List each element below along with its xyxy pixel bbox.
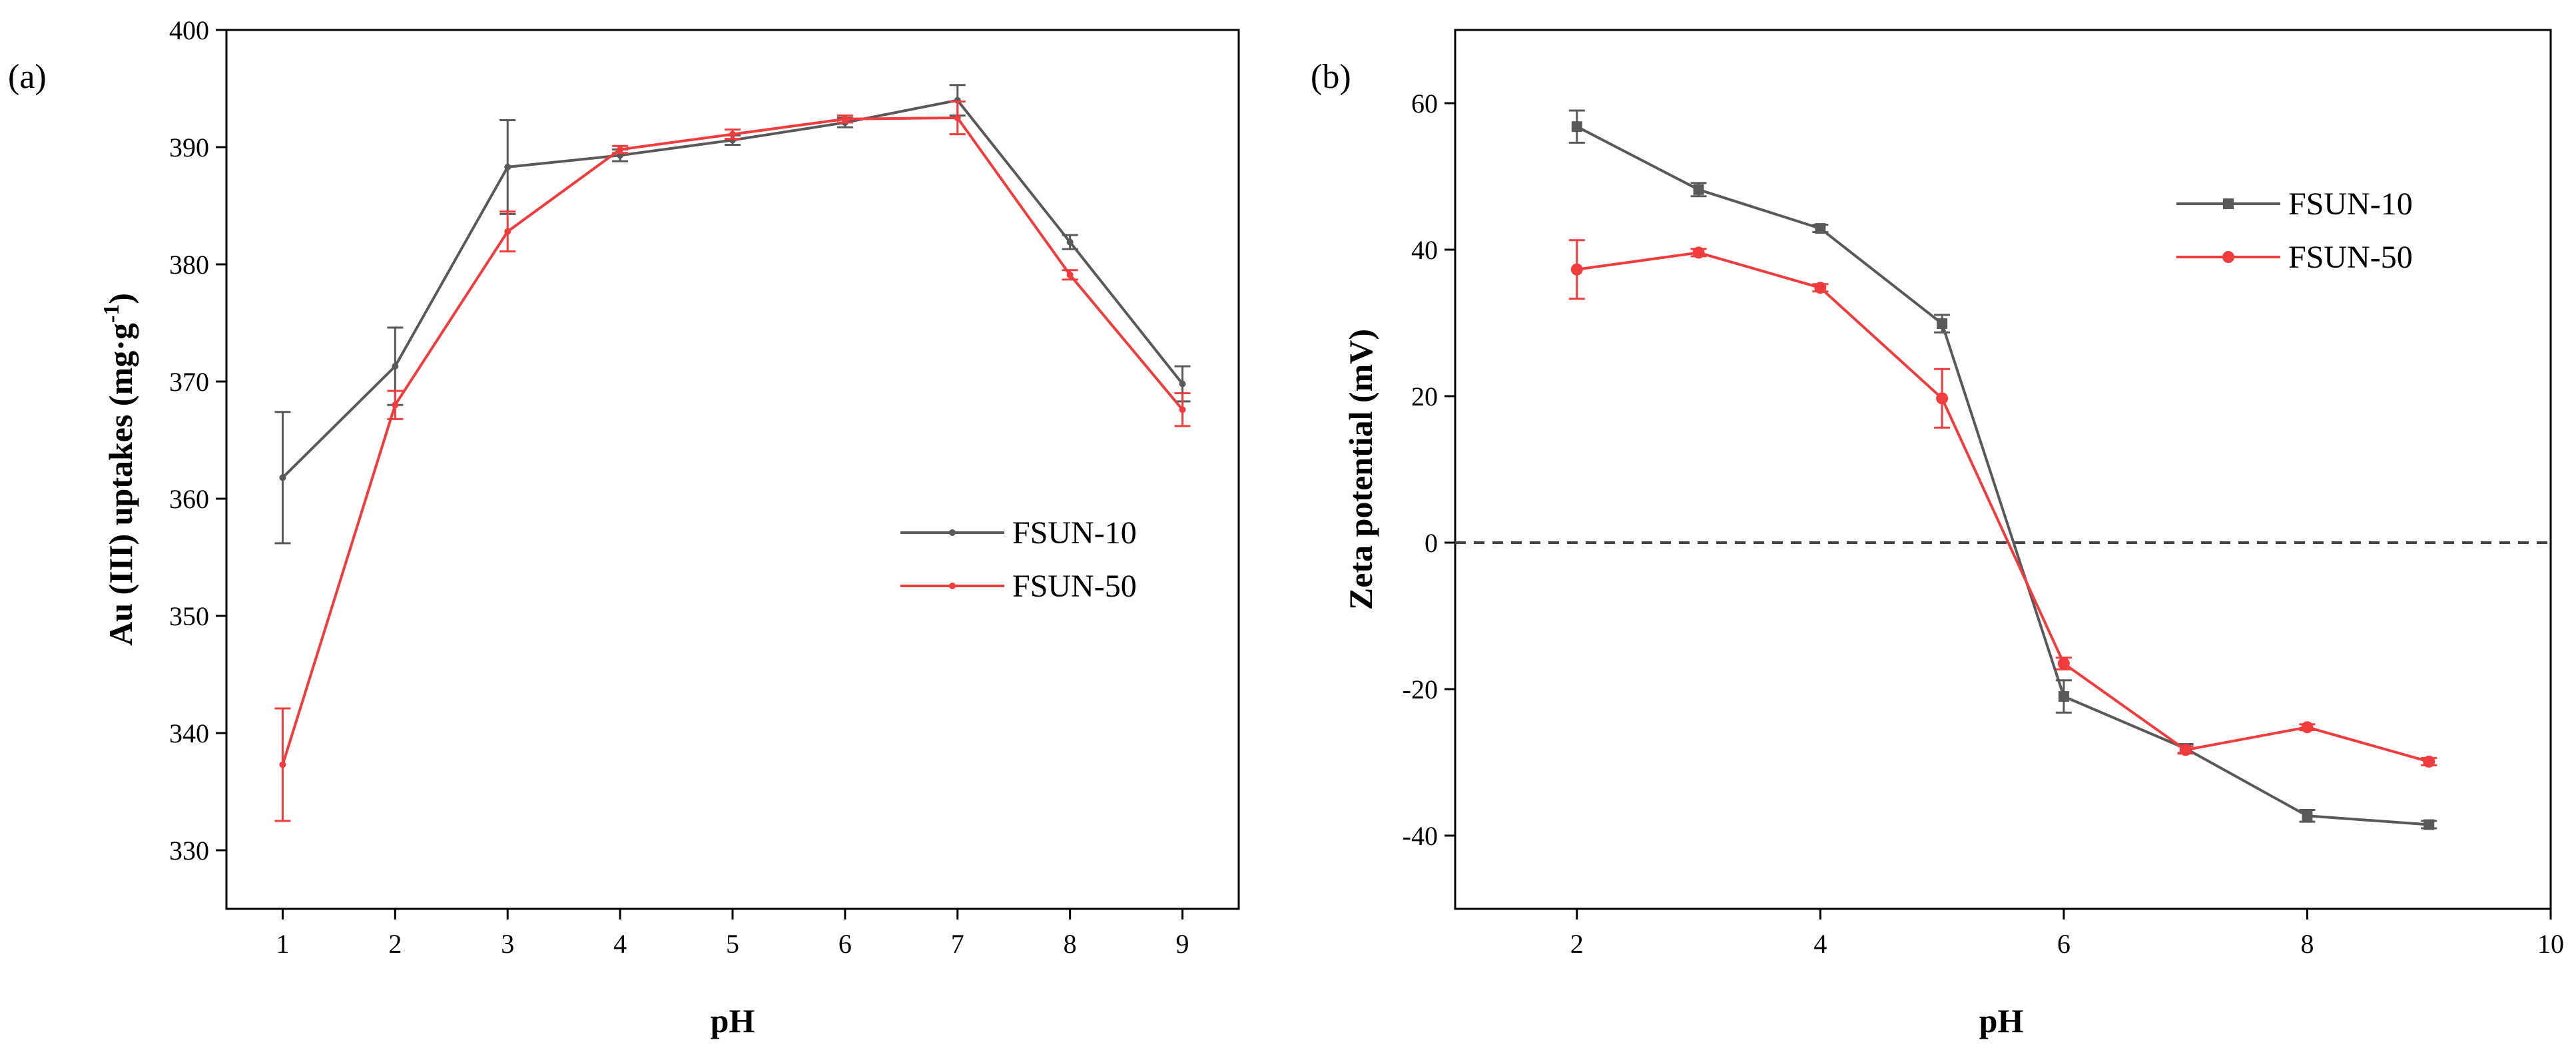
fsun-10-line — [282, 99, 1184, 479]
y-tick-label: 380 — [169, 250, 209, 280]
panel-b-y-axis: -40 -20 0 20 40 60 — [1403, 89, 1455, 851]
fsun-50-line — [1576, 251, 2429, 763]
panel-a-plot-frame — [225, 29, 1240, 910]
fsun-50-point — [1814, 282, 1827, 294]
y-tick-label: 360 — [169, 484, 209, 514]
x-tick-label: 7 — [951, 929, 964, 959]
legend-b-fsun50-label: FSUN-50 — [2288, 240, 2413, 275]
panel-a-x-label: pH — [711, 1002, 755, 1039]
y-tick-label: -20 — [1403, 674, 1438, 704]
fsun-50-point — [729, 131, 736, 138]
legend-b-fsun50-marker — [2222, 251, 2234, 263]
fsun-10-point — [504, 163, 511, 170]
x-tick-label: 3 — [501, 929, 514, 959]
fsun-10-point — [1571, 121, 1582, 132]
panel-a-y-axis: 330 340 350 360 370 380 390 400 — [169, 15, 226, 866]
fsun-50-point — [1936, 392, 1949, 405]
fsun-10-point — [2302, 810, 2313, 822]
x-tick-label: 5 — [726, 929, 739, 959]
x-tick-label: 4 — [1813, 929, 1827, 959]
fsun-50-point — [2301, 721, 2314, 734]
panel-a-x-axis: 1 2 3 4 5 6 7 8 9 — [276, 909, 1189, 959]
panel-b-series — [1568, 109, 2437, 830]
legend-b-fsun10-marker — [2223, 198, 2234, 209]
fsun-10-point — [1179, 380, 1186, 388]
panel-b-y-label: Zeta potential (mV) — [1342, 329, 1379, 610]
x-tick-label: 10 — [2537, 929, 2564, 959]
fsun-10-point — [1066, 238, 1074, 246]
y-tick-label: 400 — [169, 15, 209, 45]
y-tick-label: 390 — [169, 132, 209, 162]
fsun-10-point — [279, 474, 286, 481]
fsun-10-point — [2423, 819, 2435, 830]
fsun-50-point — [841, 115, 848, 123]
x-tick-label: 8 — [2300, 929, 2314, 959]
x-tick-label: 9 — [1176, 929, 1189, 959]
y-tick-label: 370 — [169, 367, 209, 397]
fsun-10-point — [1693, 184, 1704, 195]
fsun-50-point — [1692, 246, 1705, 259]
x-tick-label: 2 — [1570, 929, 1584, 959]
y-tick-label: 40 — [1411, 235, 1438, 265]
y-tick-label: 350 — [169, 601, 209, 631]
fsun-50-point — [279, 761, 286, 768]
fsun-50-point — [954, 115, 961, 121]
y-tick-label: -40 — [1403, 821, 1438, 851]
panel-a-series — [274, 84, 1191, 822]
y-tick-label: 0 — [1425, 528, 1438, 558]
panel-b-legend: FSUN-10 FSUN-50 — [2176, 186, 2413, 275]
y-tick-label: 20 — [1411, 382, 1438, 411]
panel-a-legend: FSUN-10 FSUN-50 — [900, 515, 1137, 604]
legend-a-fsun10-marker — [949, 529, 956, 536]
x-tick-label: 4 — [613, 929, 627, 959]
y-tick-label: 340 — [169, 718, 209, 748]
legend-b-fsun10-label: FSUN-10 — [2288, 186, 2413, 222]
fsun-50-point — [504, 228, 511, 235]
fsun-50-point — [1066, 271, 1074, 278]
panel-b-plot-frame — [1454, 29, 2552, 910]
panel-a-label: (a) — [8, 58, 47, 96]
x-tick-label: 8 — [1064, 929, 1077, 959]
legend-a-fsun10-label: FSUN-10 — [1012, 515, 1137, 551]
x-tick-label: 6 — [838, 929, 852, 959]
x-tick-label: 1 — [276, 929, 289, 959]
fsun-10-line — [1576, 125, 2429, 826]
fsun-50-point — [2179, 744, 2192, 756]
legend-a-fsun50-label: FSUN-50 — [1012, 569, 1137, 604]
panel-b-label: (b) — [1311, 58, 1351, 96]
fsun-50-point — [1179, 406, 1186, 413]
fsun-50-point — [392, 401, 399, 409]
fsun-10-point — [2058, 691, 2069, 702]
fsun-10-point — [1937, 318, 1948, 330]
legend-a-fsun50-marker — [949, 583, 956, 589]
x-tick-label: 2 — [388, 929, 402, 959]
fsun-10-point — [392, 363, 399, 370]
fsun-10-point — [1815, 223, 1826, 234]
fsun-50-point — [2423, 755, 2435, 768]
panel-a-y-label: Au (III) uptakes (mg·g-1) — [99, 293, 139, 646]
fsun-50-point — [2057, 657, 2070, 670]
panel-a: (a) 330 340 350 360 370 380 390 400 1 2 3 4 5 6 7 8 9 A… — [8, 15, 1240, 1039]
x-tick-label: 6 — [2057, 929, 2071, 959]
y-tick-label: 330 — [169, 836, 209, 866]
y-tick-label: 60 — [1411, 89, 1438, 119]
panel-b-x-axis: 2 4 6 8 10 — [1570, 909, 2564, 959]
fsun-50-point — [617, 146, 624, 153]
fsun-50-point — [1570, 263, 1583, 276]
panel-b: (b) -40 -20 0 20 40 60 2 4 6 8 10 Zeta potential … — [1311, 29, 2564, 1039]
panel-b-x-label: pH — [1979, 1002, 2024, 1039]
